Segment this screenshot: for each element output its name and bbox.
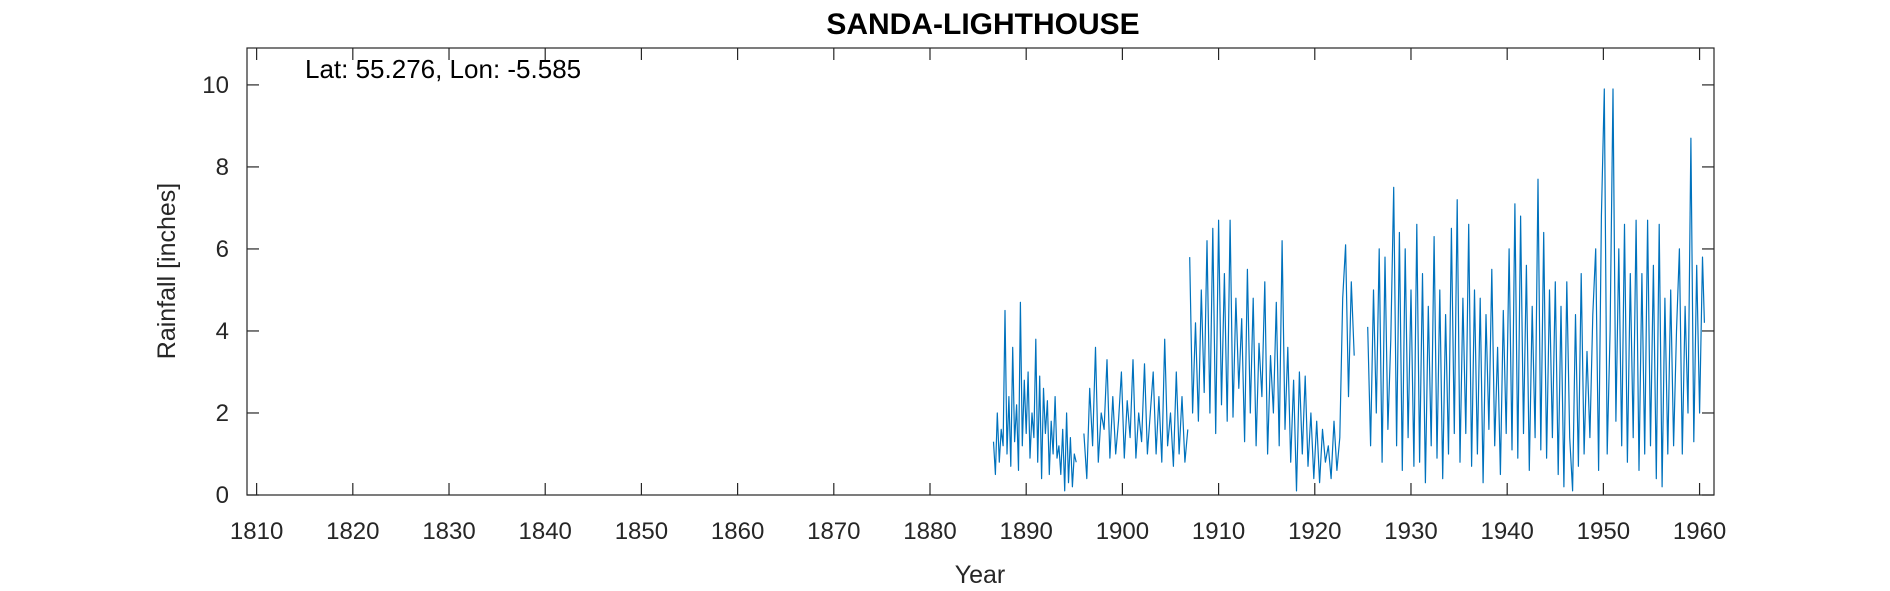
rainfall-line-segment — [1367, 88, 1705, 492]
tick-layer: 1810 1820 1830 1840 1850 1860 1870 1880 1890 1900… — [202, 48, 1726, 545]
y-tick-label: 8 — [216, 154, 229, 181]
x-tick-label: 1940 — [1480, 518, 1533, 545]
x-tick-label: 1890 — [999, 518, 1052, 545]
x-tick-label: 1880 — [903, 518, 956, 545]
x-tick-label: 1930 — [1384, 518, 1437, 545]
rainfall-line-segment — [1083, 338, 1189, 480]
chart-title: SANDA-LIGHTHOUSE — [826, 8, 1139, 41]
y-tick-label: 0 — [216, 482, 229, 509]
x-tick-label: 1830 — [422, 518, 475, 545]
rainfall-line-segment — [1189, 219, 1355, 492]
x-tick-label: 1860 — [711, 518, 764, 545]
x-axis-label: Year — [955, 561, 1006, 589]
x-tick-label: 1820 — [326, 518, 379, 545]
x-tick-label: 1960 — [1673, 518, 1726, 545]
x-tick-label: 1900 — [1096, 518, 1149, 545]
y-tick-label: 2 — [216, 400, 229, 427]
x-tick-label: 1920 — [1288, 518, 1341, 545]
y-tick-label: 4 — [216, 318, 229, 345]
x-tick-label: 1850 — [615, 518, 668, 545]
x-tick-label: 1870 — [807, 518, 860, 545]
rainfall-line-segment — [992, 301, 1077, 492]
y-tick-label: 6 — [216, 236, 229, 263]
y-axis-label: Rainfall [inches] — [153, 183, 181, 359]
y-tick-label: 10 — [202, 72, 229, 99]
x-tick-label: 1950 — [1577, 518, 1630, 545]
x-tick-label: 1910 — [1192, 518, 1245, 545]
location-annotation: Lat: 55.276, Lon: -5.585 — [305, 54, 581, 84]
series-layer — [992, 88, 1705, 492]
x-tick-label: 1810 — [230, 518, 283, 545]
x-tick-label: 1840 — [519, 518, 572, 545]
